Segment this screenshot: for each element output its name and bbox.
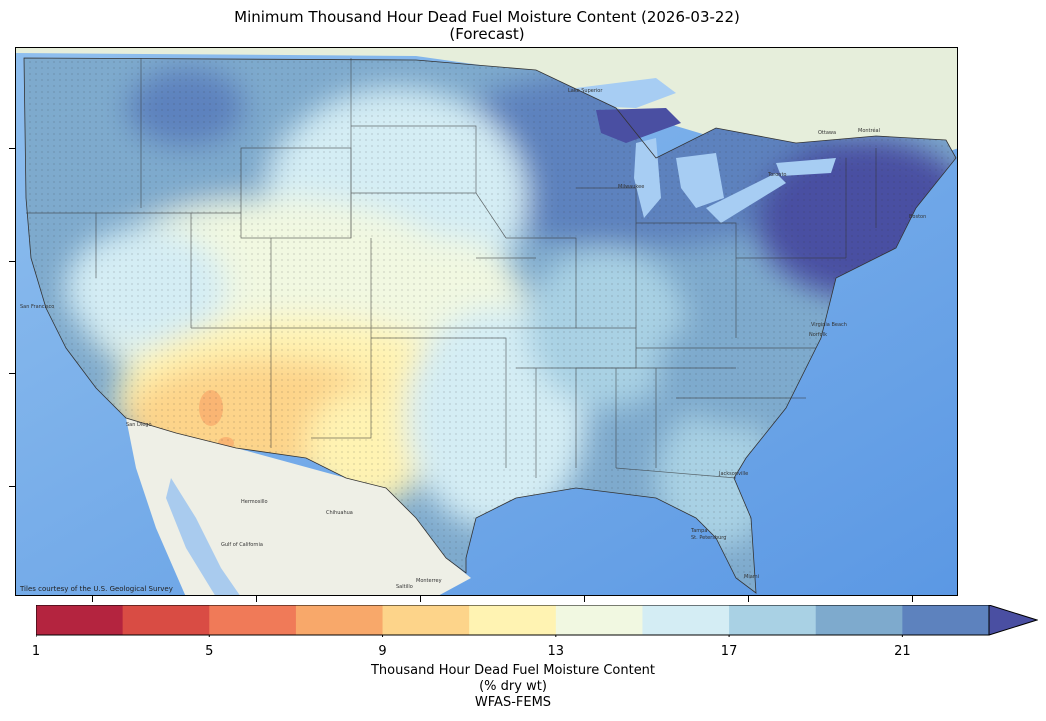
label-ottawa: Ottawa — [818, 130, 836, 136]
x-tick — [420, 596, 421, 602]
gulf-of-california-water — [166, 478, 240, 595]
colorbar-title-line-1: Thousand Hour Dead Fuel Moisture Content — [370, 663, 656, 678]
colorbar — [36, 605, 1038, 637]
label-norfolk: Norfolk — [809, 332, 827, 338]
colorbar-swatches — [36, 605, 1037, 635]
conus-outline — [23, 57, 957, 594]
x-tick — [748, 596, 749, 602]
label-gulf-of-california: Gulf of California — [221, 542, 263, 548]
colorbar-swatch — [555, 605, 643, 635]
map-panel[interactable]: Lake Superior Milwaukee Ottawa Montréal … — [15, 47, 958, 596]
label-saltillo: Saltillo — [396, 584, 413, 590]
colorbar-tick-label: 13 — [547, 644, 565, 659]
colorbar-swatch — [209, 605, 297, 635]
map-title: Minimum Thousand Hour Dead Fuel Moisture… — [0, 9, 974, 43]
y-tick — [9, 486, 15, 487]
tile-attribution: Tiles courtesy of the U.S. Geological Su… — [20, 585, 173, 593]
colorbar-title: Thousand Hour Dead Fuel Moisture Content… — [0, 663, 1026, 711]
x-tick — [256, 596, 257, 602]
label-san-francisco: San Francisco — [20, 304, 54, 310]
colorbar-tick-label: 1 — [31, 644, 41, 659]
label-lake-superior: Lake Superior — [568, 88, 603, 94]
colorbar-swatch — [382, 605, 470, 635]
colorbar-swatch — [36, 605, 124, 635]
colorbar-swatch — [902, 605, 990, 635]
colorbar-swatch — [729, 605, 817, 635]
label-monterrey: Monterrey — [416, 578, 442, 584]
y-tick — [9, 261, 15, 262]
colorbar-swatch — [642, 605, 730, 635]
place-labels: Lake Superior Milwaukee Ottawa Montréal … — [20, 88, 926, 590]
label-st-petersburg: St. Petersburg — [691, 535, 726, 541]
colorbar-swatch — [295, 605, 384, 635]
x-tick — [912, 596, 913, 602]
label-milwaukee: Milwaukee — [618, 184, 644, 190]
x-tick — [584, 596, 585, 602]
colorbar-swatch — [815, 605, 903, 635]
great-lakes — [596, 108, 836, 223]
colorbar-border — [36, 605, 990, 636]
state-boundaries — [26, 58, 877, 479]
label-san-diego: San Diego — [126, 422, 152, 428]
colorbar-tick-label: 5 — [205, 644, 214, 659]
label-toronto: Toronto — [767, 172, 786, 178]
fuel-moisture-map: Lake Superior Milwaukee Ottawa Montréal … — [16, 48, 957, 595]
colorbar-tick-label: 17 — [720, 644, 738, 659]
colorbar-tick-label: 9 — [378, 644, 387, 659]
title-line-2: (Forecast) — [449, 25, 525, 43]
colorbar-swatch — [122, 605, 210, 635]
colorbar-ticks — [36, 635, 903, 637]
y-tick — [9, 373, 15, 374]
label-virginia-beach: Virginia Beach — [811, 322, 847, 328]
colorbar-extend-arrow — [989, 605, 1037, 635]
colorbar-extend-arrow-outline — [988, 605, 1038, 636]
x-tick — [92, 596, 93, 602]
colorbar-title-line-2: (% dry wt) — [479, 679, 547, 694]
colorbar-tick-label: 21 — [894, 644, 911, 659]
y-tick — [9, 148, 15, 149]
colorbar-swatch — [469, 605, 557, 635]
label-hermosillo: Hermosillo — [241, 499, 268, 505]
label-tampa: Tampa — [690, 528, 707, 534]
title-line-1: Minimum Thousand Hour Dead Fuel Moisture… — [234, 8, 740, 26]
label-chihuahua: Chihuahua — [326, 510, 353, 516]
label-jacksonville: Jacksonville — [718, 471, 748, 477]
label-boston: Boston — [909, 214, 926, 220]
colorbar-title-line-3: WFAS-FEMS — [474, 695, 552, 710]
label-montreal: Montréal — [858, 127, 880, 134]
label-miami: Miami — [744, 574, 759, 580]
